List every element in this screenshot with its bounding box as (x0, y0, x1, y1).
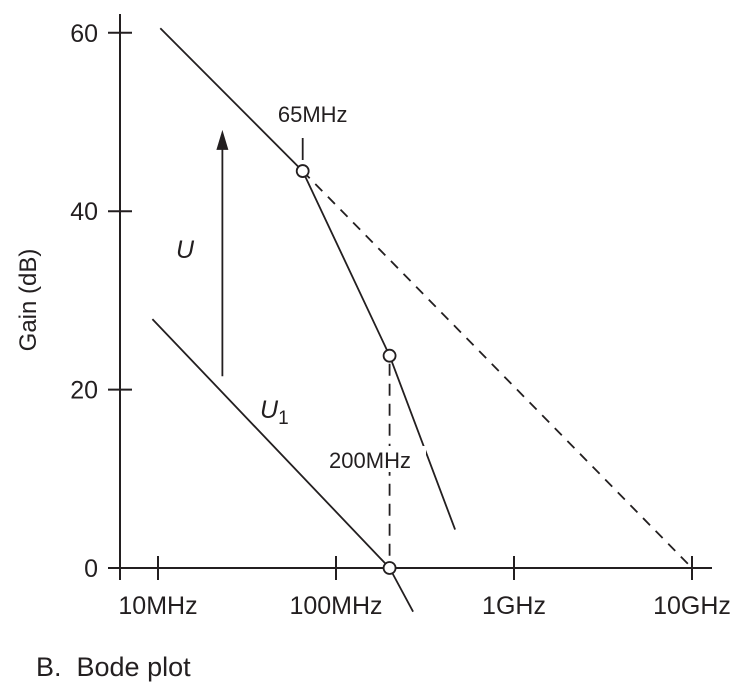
annotations: 200MHz65MHzU2U1 (176, 102, 426, 575)
y-tick-label: 0 (84, 555, 98, 583)
figure-caption: B. Bode plot (36, 652, 191, 682)
series-line-u2-rolloff (301, 170, 456, 530)
y-axis-label: Gain (dB) (15, 249, 42, 352)
y-tick-label: 40 (70, 198, 98, 226)
x-tick-label: 10GHz (653, 592, 731, 620)
series-line-u2-extrapolated (302, 170, 693, 569)
y-tick-label: 20 (70, 377, 98, 405)
u2-label: U (176, 236, 195, 264)
series-line-u2-open-loop (159, 27, 304, 172)
u1-label: U1 (260, 396, 289, 429)
65mhz-label: 65MHz (278, 102, 348, 127)
breakpoint-marker (382, 561, 397, 575)
series-layer (151, 27, 693, 613)
arrow-head-icon (216, 129, 229, 150)
200mhz-label: 200MHz (329, 448, 411, 473)
u1-subscript: 1 (278, 408, 289, 429)
x-tick-label: 1GHz (482, 592, 546, 620)
y-tick-label: 60 (70, 20, 98, 48)
x-tick-label: 10MHz (118, 592, 197, 620)
axes: 0 20 40 60 10MHz 100MHz 1GHz 10GHz (70, 14, 731, 620)
x-tick-label: 100MHz (289, 592, 382, 620)
label-background (316, 446, 426, 472)
breakpoint-marker (295, 164, 310, 178)
breakpoint-marker (382, 348, 397, 363)
